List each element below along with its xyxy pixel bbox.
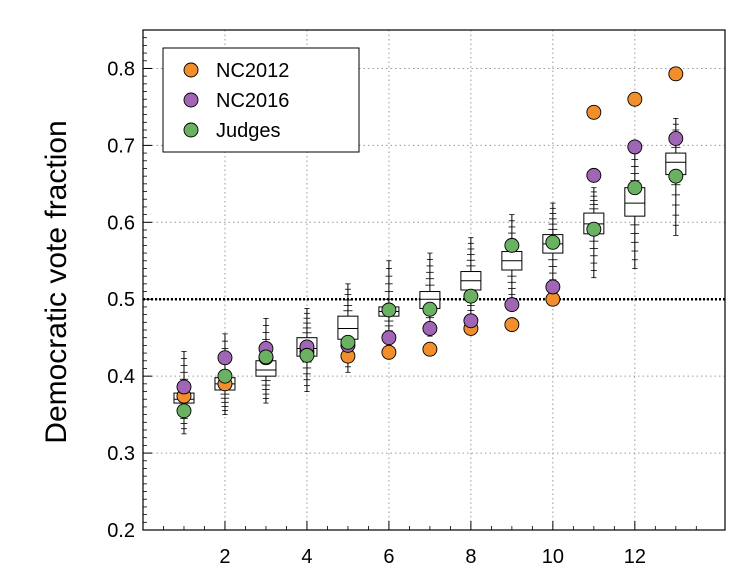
point-nc2016 bbox=[176, 379, 192, 395]
y-axis-title: Democratic vote fraction bbox=[40, 120, 73, 443]
x-tick-label: 2 bbox=[219, 546, 230, 568]
plot-frame bbox=[142, 29, 726, 531]
box-plot bbox=[337, 283, 359, 373]
point-nc2016 bbox=[504, 297, 520, 313]
point-judges bbox=[627, 180, 643, 196]
box-plots bbox=[173, 118, 687, 435]
point-judges bbox=[217, 368, 233, 384]
x-tick-label: 6 bbox=[383, 546, 394, 568]
legend-label: NC2016 bbox=[216, 90, 289, 112]
x-tick-label: 4 bbox=[301, 546, 312, 568]
box-plot bbox=[460, 237, 482, 322]
y-tick-label: 0.5 bbox=[107, 289, 135, 311]
point-nc2016 bbox=[422, 321, 438, 336]
point-judges bbox=[258, 349, 274, 365]
point-nc2012 bbox=[504, 317, 520, 333]
y-tick-label: 0.3 bbox=[107, 443, 135, 465]
box-plot bbox=[624, 144, 646, 269]
x-tick-label: 8 bbox=[465, 546, 476, 568]
x-tick-label: 12 bbox=[624, 546, 646, 568]
point-judges bbox=[176, 403, 192, 419]
legend-marker bbox=[183, 62, 199, 78]
point-judges bbox=[299, 347, 315, 363]
point-judges bbox=[422, 301, 438, 317]
point-judges bbox=[463, 288, 479, 304]
point-judges bbox=[504, 237, 520, 253]
point-nc2012 bbox=[381, 344, 397, 360]
x-tick-label: 10 bbox=[542, 546, 564, 568]
axes: 0.2 0.3 0.4 0.5 0.6 0.7 0.8 2 4 6 8 10 12 bbox=[107, 29, 697, 568]
point-nc2016 bbox=[463, 313, 479, 329]
point-nc2016 bbox=[381, 330, 397, 346]
data-points bbox=[176, 66, 684, 419]
y-tick-label: 0.4 bbox=[107, 366, 135, 388]
point-judges bbox=[340, 334, 356, 350]
point-nc2012 bbox=[627, 91, 643, 107]
legend-marker bbox=[183, 122, 199, 138]
point-judges bbox=[545, 234, 561, 250]
point-nc2016 bbox=[668, 131, 684, 146]
point-nc2012 bbox=[422, 341, 438, 357]
point-nc2016 bbox=[545, 279, 561, 295]
point-judges bbox=[586, 221, 602, 237]
point-judges bbox=[381, 302, 397, 318]
legend-label: NC2012 bbox=[216, 60, 289, 82]
y-tick-label: 0.8 bbox=[107, 58, 135, 80]
y-tick-label: 0.2 bbox=[107, 520, 135, 542]
point-nc2016 bbox=[217, 350, 233, 366]
point-judges bbox=[668, 168, 684, 184]
point-nc2016 bbox=[627, 139, 643, 155]
y-tick-label: 0.7 bbox=[107, 135, 135, 157]
box-plot bbox=[501, 214, 523, 308]
legend-label: Judges bbox=[216, 120, 281, 142]
legend-marker bbox=[183, 92, 199, 108]
point-nc2012 bbox=[586, 104, 602, 120]
box-plot bbox=[665, 118, 687, 236]
legend: NC2012 NC2016 Judges bbox=[162, 47, 360, 153]
point-nc2012 bbox=[668, 66, 684, 82]
y-tick-label: 0.6 bbox=[107, 212, 135, 234]
point-nc2016 bbox=[586, 167, 602, 183]
